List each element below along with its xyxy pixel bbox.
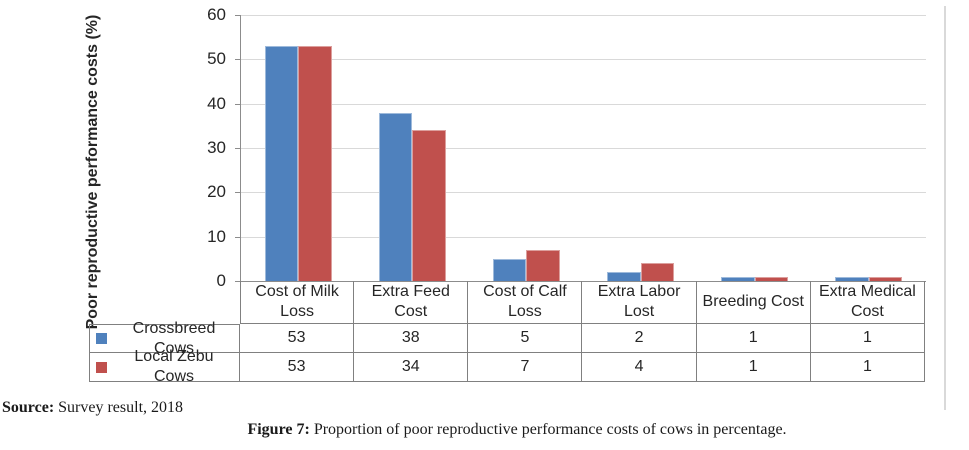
value-local-zebu-cows-extra-feed-cost: 34 — [354, 353, 469, 382]
y-tick-mark — [235, 59, 240, 61]
bar-crossbreed-cows-breeding-cost — [721, 276, 755, 281]
bar-local-zebu-cows-extra-feed-cost — [412, 130, 446, 281]
bar-crossbreed-cows-extra-feed-cost — [378, 112, 413, 281]
y-tick-label-60: 60 — [207, 5, 226, 24]
chart-data-table: Cost of Milk Loss Extra Feed Cost Cost of … — [89, 281, 925, 385]
legend-swatch-local-zebu-cows — [96, 361, 107, 373]
figure-caption-text: Proportion of poor reproductive performa… — [313, 421, 787, 438]
gridline-30 — [241, 148, 926, 149]
plot-area — [240, 15, 926, 282]
value-crossbreed-cows-extra-medical-cost: 1 — [810, 324, 925, 353]
category-header-extra-labor-lost: Extra Labor Lost — [582, 281, 697, 324]
y-tick-label-20: 20 — [207, 182, 226, 202]
y-tick-label-30: 30 — [207, 138, 226, 157]
value-local-zebu-cows-extra-medical-cost: 1 — [810, 353, 925, 382]
value-crossbreed-cows-extra-feed-cost: 38 — [354, 324, 469, 353]
legend-swatch-crossbreed-cows — [96, 333, 107, 344]
legend-key-crossbreed-cows: Crossbreed Cows — [89, 320, 240, 357]
gridline-60 — [241, 15, 926, 16]
y-tick-mark — [235, 148, 240, 149]
chart-right-edge — [944, 6, 946, 410]
legend-label-crossbreed-cows: Crossbreed Cows — [132, 319, 216, 357]
bar-crossbreed-cows-extra-labor-lost — [607, 272, 641, 281]
y-tick-mark — [235, 281, 240, 282]
bar-local-zebu-cows-cost-of-milk-loss — [298, 46, 332, 281]
gridline-40 — [241, 103, 926, 105]
bar-local-zebu-cows-extra-medical-cost — [868, 276, 903, 281]
gridline-10 — [241, 236, 926, 238]
y-tick-mark — [235, 236, 240, 238]
category-header-cost-of-calf-loss: Cost of Calf Loss — [468, 281, 583, 324]
source-label: Source: — [2, 399, 55, 416]
figure-caption: Figure 7: Proportion of poor reproductiv… — [65, 421, 969, 439]
y-tick-label-40: 40 — [207, 93, 226, 113]
value-local-zebu-cows-extra-labor-lost: 4 — [582, 353, 697, 382]
source-line: Source: Survey result, 2018 — [2, 399, 183, 417]
gridline-50 — [241, 59, 926, 61]
category-header-extra-medical-cost: Extra Medical Cost — [810, 281, 925, 324]
value-local-zebu-cows-cost-of-milk-loss: 53 — [240, 353, 355, 382]
category-header-breeding-cost: Breeding Cost — [696, 281, 811, 324]
bar-crossbreed-cows-extra-medical-cost — [835, 276, 869, 281]
value-crossbreed-cows-cost-of-milk-loss: 53 — [240, 324, 355, 353]
bar-local-zebu-cows-cost-of-calf-loss — [526, 249, 560, 281]
y-tick-label-10: 10 — [207, 226, 226, 246]
y-tick-mark — [235, 15, 240, 16]
value-local-zebu-cows-cost-of-calf-loss: 7 — [468, 353, 583, 382]
y-tick-label-0: 0 — [216, 271, 226, 290]
bar-local-zebu-cows-breeding-cost — [754, 276, 789, 281]
legend-label-local-zebu-cows: Local Zebu Cows — [134, 348, 214, 385]
y-tick-label-50: 50 — [207, 49, 226, 69]
bar-crossbreed-cows-cost-of-milk-loss — [264, 46, 299, 281]
category-header-extra-feed-cost: Extra Feed Cost — [354, 281, 469, 324]
category-header-cost-of-milk-loss: Cost of Milk Loss — [240, 281, 355, 324]
source-text: Survey result, 2018 — [58, 399, 184, 416]
value-crossbreed-cows-breeding-cost: 1 — [696, 324, 811, 353]
bar-crossbreed-cows-cost-of-calf-loss — [492, 258, 527, 281]
value-local-zebu-cows-breeding-cost: 1 — [696, 353, 811, 382]
bar-local-zebu-cows-extra-labor-lost — [640, 263, 675, 281]
gridline-20 — [241, 192, 926, 194]
value-crossbreed-cows-extra-labor-lost: 2 — [582, 324, 697, 353]
value-crossbreed-cows-cost-of-calf-loss: 5 — [468, 324, 583, 353]
figure-caption-label: Figure 7: — [247, 421, 310, 438]
y-tick-mark — [235, 192, 240, 194]
y-tick-mark — [235, 103, 240, 105]
legend-key-local-zebu-cows: Local Zebu Cows — [89, 348, 240, 385]
